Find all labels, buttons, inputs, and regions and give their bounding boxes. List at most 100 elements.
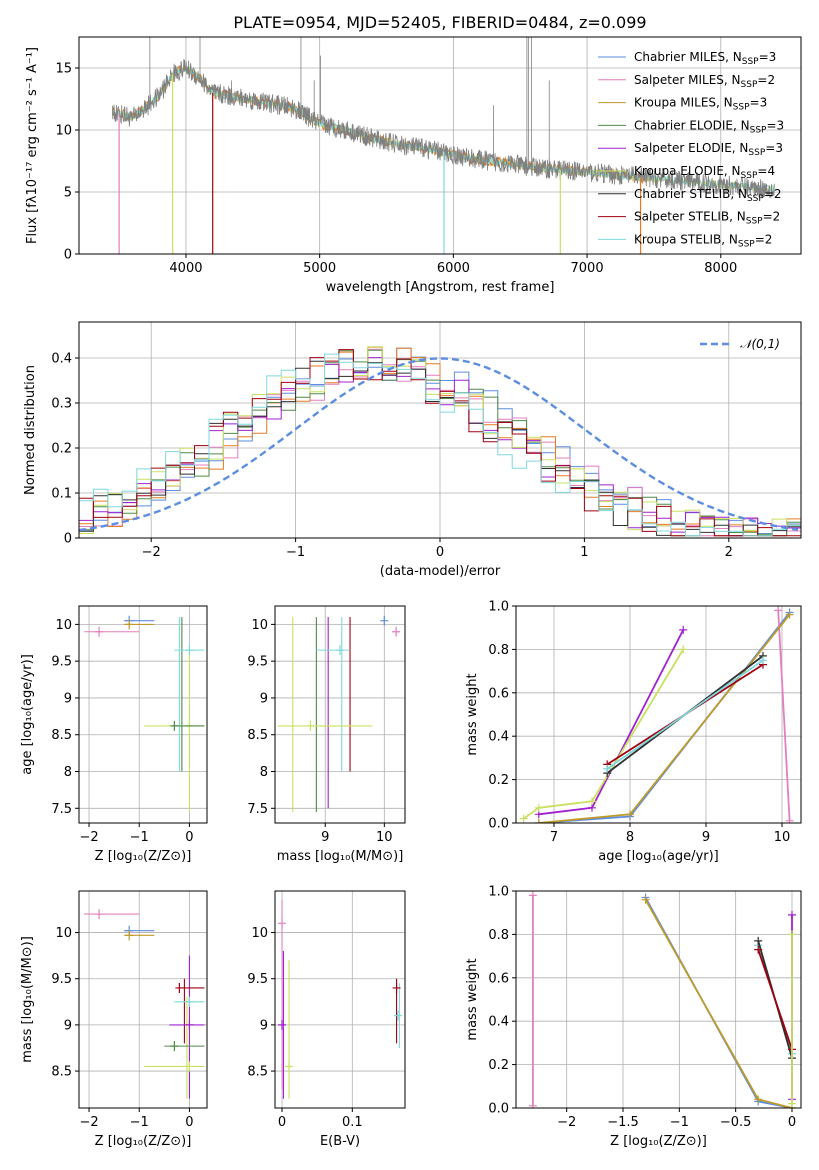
y-tick-label: 7.5: [51, 802, 72, 817]
series-point: [787, 1099, 796, 1108]
figure-title: PLATE=0954, MJD=52405, FIBERID=0484, z=0…: [233, 13, 646, 32]
series-point: [528, 891, 537, 900]
data-point: [185, 1061, 194, 1072]
data-point: [336, 645, 344, 656]
data-point: [306, 720, 315, 731]
x-axis-label: (data-model)/error: [380, 564, 501, 579]
axes-age-vs-mass: [275, 606, 405, 823]
y-axis-label: Flux [fλ10⁻¹⁷ erg cm⁻² s⁻¹ A⁻¹]: [25, 47, 40, 244]
y-tick-label: 1.0: [488, 885, 509, 900]
plot-area-age-vs-mass: [277, 615, 401, 812]
data-point: [392, 982, 401, 993]
y-tick-label: 9: [260, 1018, 268, 1033]
series-point: [785, 816, 794, 823]
data-point: [170, 720, 179, 731]
data-point: [125, 619, 134, 630]
legend-entry: 𝒩(0,1): [740, 337, 780, 351]
y-tick-label: 9.5: [247, 972, 268, 987]
data-point: [392, 626, 401, 637]
y-tick-label: 0: [64, 532, 72, 547]
legend-entry: Salpeter ELODIE, NSSP=3: [634, 141, 783, 158]
series-point: [588, 797, 596, 806]
y-tick-label: 9.5: [51, 655, 72, 670]
frame-mass-weight-vs-age: 7 8 9 10 0.0 0.2 0.4 0.6 0.8 1.0: [488, 600, 802, 845]
axes-frame: [78, 36, 802, 255]
series-point: [785, 610, 794, 619]
x-tick-label: 6000: [437, 261, 470, 276]
data-point: [278, 1019, 287, 1030]
y-tick-label: 0.4: [51, 352, 72, 367]
frame-mass-vs-Z: −2 −1 0 8.5 9 9.5 10: [51, 890, 208, 1130]
x-tick-label: 1: [580, 545, 588, 560]
y-tick-label: 0.0: [488, 1102, 509, 1117]
histogram-series: [79, 349, 801, 537]
y-tick-label: 0.4: [488, 730, 509, 745]
series-point: [754, 945, 763, 954]
x-tick-label: 8: [626, 830, 634, 845]
frame-age-vs-mass: 9 10 7.5 8 8.5 9 9.5 10: [247, 605, 406, 845]
legend-entry: Chabrier STELIB, NSSP=2: [634, 187, 782, 204]
y-tick-label: 9: [260, 691, 268, 706]
series-point: [774, 606, 783, 615]
y-tick-label: 9: [64, 1018, 72, 1033]
series-point: [679, 625, 688, 634]
series-point: [519, 814, 528, 823]
y-tick-label: 8: [64, 765, 72, 780]
axes-spectrum: [79, 37, 801, 255]
y-tick-label: 9: [64, 691, 72, 706]
data-point: [185, 996, 194, 1007]
legend-entry: Chabrier MILES, NSSP=3: [634, 50, 776, 67]
y-tick-label: 0.8: [488, 643, 509, 658]
axes-frame: [274, 890, 406, 1109]
y-tick-label: 0.1: [51, 487, 72, 502]
y-tick-label: 0.3: [51, 397, 72, 412]
x-tick-label: 0: [436, 545, 444, 560]
histogram-series: [79, 353, 801, 537]
frame-mass-weight-vs-Z: −2 −1.5 −1 −0.5 0 0.0 0.2 0.4 0.6 0.8 1.0: [488, 885, 802, 1130]
frame-age-vs-Z: −2 −1 0 7.5 8 8.5 9 9.5 10: [51, 605, 208, 845]
data-point: [185, 645, 194, 656]
x-tick-label: −1: [130, 1115, 149, 1130]
x-tick-label: 10: [376, 830, 393, 845]
series-line: [606, 659, 764, 770]
series-point: [641, 895, 650, 904]
data-point: [393, 1010, 402, 1021]
data-point: [170, 1041, 179, 1052]
y-tick-label: 5: [64, 186, 72, 201]
y-axis-label: mass weight: [465, 673, 480, 755]
data-point: [278, 918, 287, 929]
plot-area-spectrum: [111, 37, 775, 254]
data-point: [95, 626, 104, 637]
x-tick-label: 0.1: [342, 1115, 363, 1130]
y-tick-label: 0.6: [488, 686, 509, 701]
y-axis-label: mass [log₁₀(M/M⊙)]: [20, 936, 35, 1063]
y-tick-label: 8: [260, 765, 268, 780]
x-tick-label: −0.5: [720, 1115, 752, 1130]
series-line: [523, 648, 684, 820]
x-tick-label: 5000: [303, 261, 336, 276]
y-tick-label: 8.5: [247, 728, 268, 743]
x-axis-label: wavelength [Angstrom, rest frame]: [326, 280, 555, 295]
axes-mass-weight-vs-age: [516, 605, 801, 824]
plot-area-mass-vs-EBV: [278, 900, 402, 1099]
y-tick-label: 8.5: [51, 728, 72, 743]
y-tick-label: 7.5: [247, 802, 268, 817]
x-tick-label: 0: [185, 1115, 193, 1130]
data-point: [125, 930, 134, 941]
gaussian-curve: [79, 357, 799, 532]
x-tick-label: 2: [725, 545, 733, 560]
axes-frame: [515, 605, 802, 824]
x-tick-label: 4000: [169, 261, 202, 276]
x-tick-label: −1: [670, 1115, 689, 1130]
series-point: [534, 803, 543, 812]
y-tick-label: 10: [55, 926, 72, 941]
frame-spectrum: 4000 5000 6000 7000 8000 0 5 10 15 Chabrier MILES…: [55, 36, 802, 276]
data-point: [185, 1019, 194, 1030]
x-tick-label: −1.5: [607, 1115, 639, 1130]
y-tick-label: 10: [55, 618, 72, 633]
axes-frame: [78, 605, 208, 824]
x-tick-label: −2: [142, 545, 161, 560]
